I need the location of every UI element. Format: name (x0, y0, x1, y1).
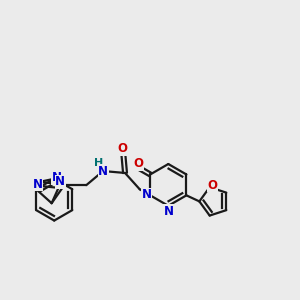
Text: N: N (164, 205, 174, 218)
Text: H: H (94, 158, 103, 168)
Text: O: O (117, 142, 127, 155)
Text: N: N (55, 176, 65, 188)
Text: O: O (208, 178, 218, 192)
Text: O: O (134, 157, 144, 170)
Text: N: N (33, 178, 43, 190)
Text: N: N (142, 188, 152, 201)
Text: N: N (98, 164, 108, 178)
Text: N: N (52, 171, 62, 184)
